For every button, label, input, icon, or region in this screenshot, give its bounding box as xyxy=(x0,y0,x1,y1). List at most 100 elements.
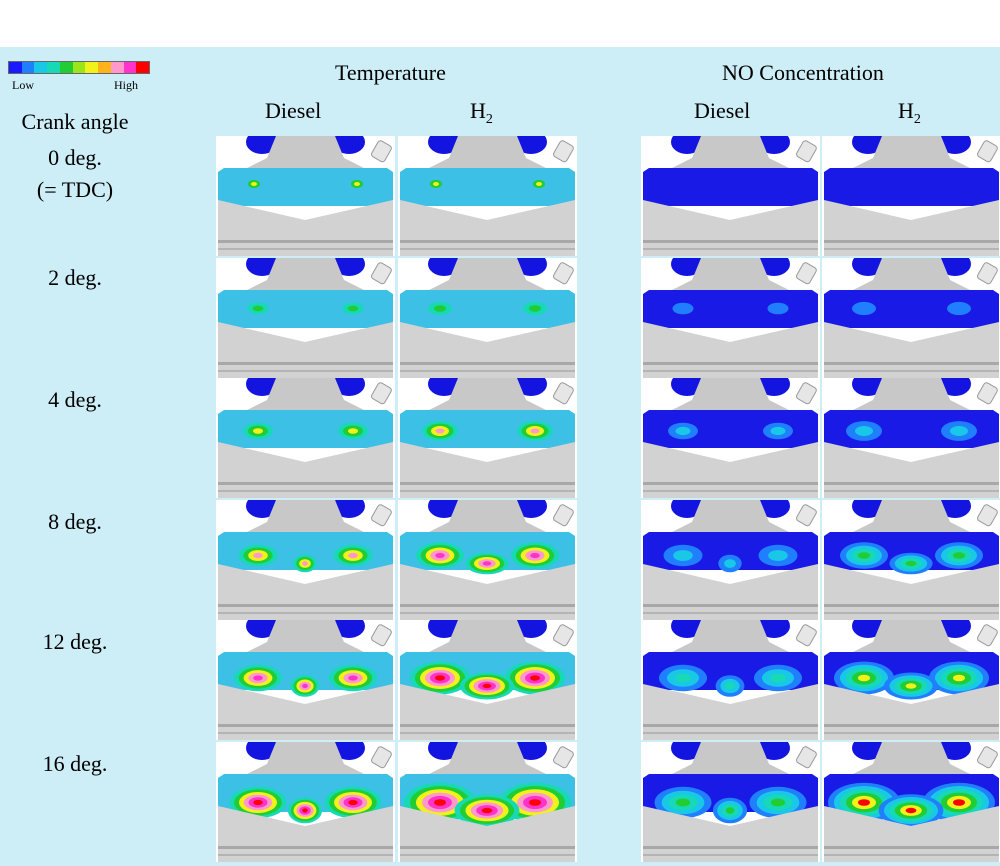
col-head-subscript: 2 xyxy=(485,112,493,127)
cylinder-head xyxy=(849,378,974,412)
contour-region xyxy=(253,428,263,434)
injector xyxy=(796,746,817,769)
contour-region xyxy=(770,673,786,683)
cylinder-head xyxy=(668,136,793,170)
contour-region xyxy=(354,182,360,186)
valve-right xyxy=(333,500,365,518)
contour-region xyxy=(253,552,263,559)
piston-ring xyxy=(218,490,393,492)
piston-ring xyxy=(400,732,575,734)
valve-left xyxy=(671,500,703,518)
sim-tile-temperature-h2 xyxy=(398,258,577,378)
cylinder-head xyxy=(243,500,368,534)
sim-tile-no-h2 xyxy=(822,500,1000,620)
valve-right xyxy=(939,136,971,154)
valve-right xyxy=(333,378,365,396)
contour-region xyxy=(953,552,965,559)
piston-ring xyxy=(400,482,575,485)
piston-ring xyxy=(643,240,818,243)
cylinder-head xyxy=(849,258,974,292)
cylinder-head xyxy=(243,378,368,412)
sim-tile-no-h2 xyxy=(822,620,1000,740)
contour-region xyxy=(434,305,446,312)
contour-region xyxy=(348,675,358,681)
valve-left xyxy=(428,378,460,396)
sim-tile-no-diesel xyxy=(641,136,820,256)
combustion-chamber xyxy=(218,290,393,328)
contour-region xyxy=(530,675,540,681)
sim-tile-no-diesel xyxy=(641,500,820,620)
valve-left xyxy=(246,258,278,276)
contour-region xyxy=(770,426,786,436)
legend-low-label: Low xyxy=(12,78,34,92)
color-scale-swatch xyxy=(98,62,111,73)
injector xyxy=(371,140,392,163)
piston-ring xyxy=(218,370,393,372)
contour-region xyxy=(724,559,736,568)
valve-left xyxy=(246,742,278,760)
piston-ring xyxy=(824,732,999,734)
piston-ring xyxy=(824,370,999,372)
row-label-line1: 2 deg. xyxy=(48,265,102,290)
piston-ring xyxy=(218,482,393,485)
combustion-chamber xyxy=(643,168,818,206)
row-label-line2: (= TDC) xyxy=(36,177,114,202)
color-scale-swatch xyxy=(72,62,86,73)
sim-tile-temperature-h2 xyxy=(398,500,577,620)
valve-left xyxy=(671,378,703,396)
contour-region xyxy=(858,799,870,806)
piston-ring xyxy=(400,724,575,727)
contour-region xyxy=(768,550,788,561)
injector xyxy=(977,624,998,647)
injector xyxy=(371,504,392,527)
legend-high-label: High xyxy=(114,78,138,92)
injector xyxy=(977,382,998,405)
sim-tile-no-h2 xyxy=(822,258,1000,378)
sim-tile-temperature-diesel xyxy=(216,136,395,256)
piston-ring xyxy=(400,248,575,250)
piston-ring xyxy=(643,370,818,372)
contour-region xyxy=(905,683,917,689)
cylinder-head xyxy=(849,620,974,654)
piston-ring xyxy=(824,612,999,614)
cylinder-head xyxy=(425,620,550,654)
piston-ring xyxy=(643,362,818,365)
valve-right xyxy=(515,378,547,396)
contour-region xyxy=(536,182,542,186)
valve-right xyxy=(333,620,365,638)
cylinder-head xyxy=(668,378,793,412)
cylinder-head xyxy=(425,500,550,534)
injector xyxy=(371,746,392,769)
col-head-no-h2: H2 xyxy=(898,98,921,128)
piston-ring xyxy=(643,604,818,607)
valve-left xyxy=(671,620,703,638)
group-title-temperature: Temperature xyxy=(335,60,446,85)
contour-region xyxy=(672,302,694,315)
cylinder-head xyxy=(668,742,793,776)
contour-region xyxy=(905,807,917,814)
sim-tile-no-diesel xyxy=(641,258,820,378)
valve-right xyxy=(758,742,790,760)
combustion-chamber xyxy=(218,168,393,206)
piston-ring xyxy=(400,490,575,492)
color-scale-swatch xyxy=(21,62,35,73)
piston-ring xyxy=(643,854,818,856)
contour-region xyxy=(725,682,735,690)
valve-left xyxy=(852,378,884,396)
piston-ring xyxy=(824,846,999,849)
sim-tile-temperature-h2 xyxy=(398,136,577,256)
piston-ring xyxy=(218,604,393,607)
piston-ring xyxy=(824,854,999,856)
valve-left xyxy=(246,500,278,518)
sim-tile-temperature-h2 xyxy=(398,378,577,498)
injector xyxy=(553,746,574,769)
combustion-chamber xyxy=(400,168,575,206)
contour-region xyxy=(482,683,492,689)
cylinder-head xyxy=(243,258,368,292)
color-scale-bar xyxy=(8,61,150,74)
cylinder-head xyxy=(849,136,974,170)
cylinder-head xyxy=(849,742,974,776)
color-scale-swatch xyxy=(34,62,48,73)
color-scale-swatch xyxy=(9,62,22,73)
injector xyxy=(796,504,817,527)
